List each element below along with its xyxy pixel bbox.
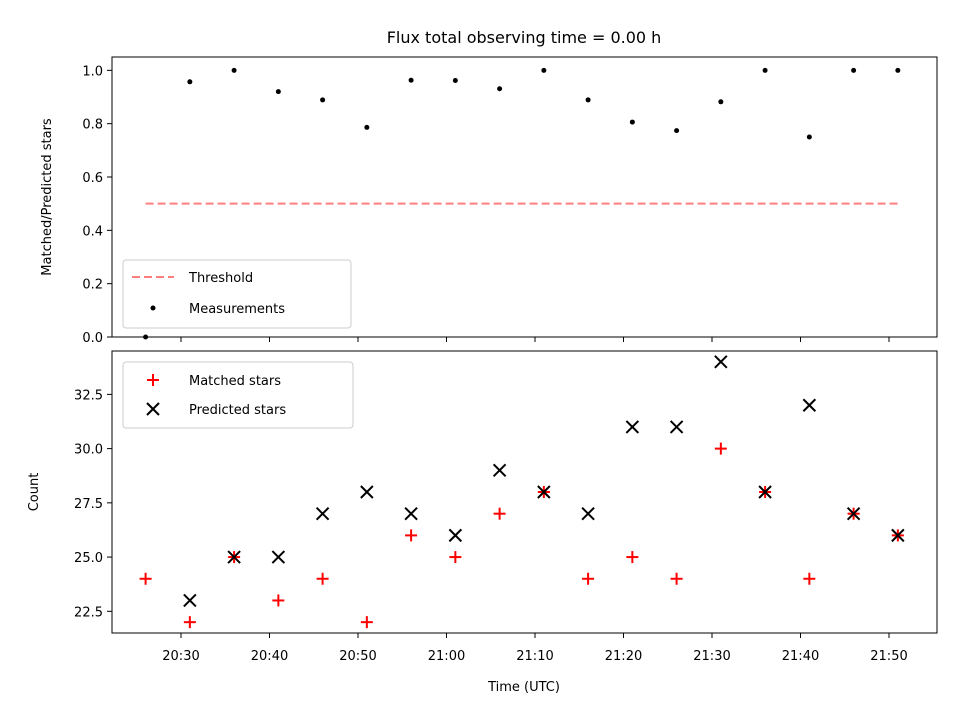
matched-star-point-3 — [272, 594, 285, 607]
measurement-point-14 — [762, 67, 768, 73]
measurement-point-12 — [674, 128, 680, 134]
measurement-point-5 — [364, 124, 370, 130]
predicted-star-point-9 — [581, 506, 595, 521]
predicted-star-point-1 — [227, 550, 241, 564]
matched-star-point-5 — [360, 616, 373, 629]
predicted-star-point-0 — [183, 593, 197, 608]
predicted-star-point-14 — [802, 398, 817, 412]
top-y-tick-label-0: 0.0 — [82, 331, 103, 346]
matched-star-point-6 — [405, 529, 418, 542]
measurement-point-9 — [541, 67, 547, 73]
measurement-point-3 — [275, 89, 281, 95]
measurement-point-10 — [585, 97, 591, 103]
top-plot-frame — [111, 56, 938, 338]
top-y-tick-label-1: 0.2 — [82, 278, 103, 293]
bottom-y-tick-label-4: 32.5 — [74, 388, 103, 403]
matched-star-point-13 — [714, 442, 727, 455]
measurement-point-15 — [806, 134, 812, 140]
bottom-y-axis: 22.5 25.0 27.5 30.0 32.5 — [74, 388, 112, 620]
predicted-star-point-13 — [758, 485, 772, 499]
bottom-x-tick-label-5: 21:20 — [605, 649, 642, 664]
predicted-star-point-10 — [625, 420, 640, 434]
measurement-point-4 — [320, 97, 326, 103]
top-y-tick-label-2: 0.4 — [82, 224, 103, 239]
measurement-point-1 — [187, 79, 193, 85]
matched-star-point-15 — [803, 572, 816, 585]
top-y-tick-label-3: 0.6 — [82, 171, 103, 186]
bottom-y-tick-label-0: 22.5 — [74, 605, 103, 620]
bottom-y-tick-label-3: 30.0 — [74, 443, 103, 458]
matched-star-point-0 — [139, 572, 152, 585]
bottom-legend-box — [122, 361, 354, 429]
bottom-x-tick-label-0: 20:30 — [162, 649, 199, 664]
matched-star-point-12 — [670, 572, 683, 585]
matched-star-point-4 — [316, 572, 329, 585]
bottom-x-tick-label-4: 21:10 — [516, 649, 553, 664]
predicted-star-point-7 — [492, 463, 507, 478]
bottom-x-axis-label: Time (UTC) — [487, 680, 560, 695]
top-y-axis: 0.0 0.2 0.4 0.6 0.8 1.0 — [82, 64, 112, 346]
predicted-star-point-3 — [315, 506, 330, 521]
legend-threshold-label: Threshold — [188, 271, 253, 286]
predicted-star-point-16 — [891, 528, 905, 543]
measurement-point-6 — [408, 77, 414, 83]
top-x-tick-marks — [180, 337, 890, 342]
predicted-star-point-12 — [714, 355, 728, 369]
bottom-plot-frame — [111, 350, 938, 634]
top-legend-box — [122, 259, 352, 329]
predicted-star-point-2 — [271, 550, 286, 564]
matched-star-point-1 — [183, 616, 196, 629]
measurement-point-8 — [497, 86, 503, 92]
bottom-y-tick-label-1: 25.0 — [74, 551, 103, 566]
legend-predicted-label: Predicted stars — [189, 403, 286, 418]
matched-star-point-8 — [493, 507, 506, 520]
bottom-y-tick-label-2: 27.5 — [74, 497, 103, 512]
measurement-point-16 — [851, 67, 857, 73]
legend-measurements-label: Measurements — [189, 302, 285, 317]
bottom-x-tick-label-8: 21:50 — [870, 649, 907, 664]
matched-star-point-10 — [582, 572, 595, 585]
matched-star-point-7 — [449, 551, 462, 564]
matched-star-point-11 — [626, 551, 639, 564]
legend-measurements-swatch — [150, 305, 156, 311]
predicted-star-point-5 — [404, 506, 418, 521]
bottom-x-tick-label-6: 21:30 — [693, 649, 730, 664]
bottom-x-axis: 20:30 20:40 20:50 21:00 21:10 21:20 21:30 21:40… — [162, 633, 908, 664]
bottom-x-tick-label-7: 21:40 — [782, 649, 819, 664]
top-panel: 0.0 0.2 0.4 0.6 0.8 1.0 Matched/Predicted sta… — [40, 56, 938, 346]
measurement-point-17 — [895, 67, 901, 73]
bottom-legend: Matched stars Predicted stars — [122, 361, 354, 429]
bottom-x-tick-label-3: 21:00 — [428, 649, 465, 664]
legend-matched-swatch — [147, 374, 159, 386]
measurement-point-13 — [718, 99, 724, 105]
bottom-panel: 22.5 25.0 27.5 30.0 32.5 20:30 20:40 20:50 21:0… — [27, 350, 938, 695]
bottom-y-axis-label: Count — [27, 473, 42, 512]
chart-title: Flux total observing time = 0.00 h — [387, 28, 662, 47]
measurement-point-11 — [629, 119, 635, 125]
predicted-star-point-11 — [669, 420, 684, 434]
predicted-star-point-8 — [537, 485, 551, 499]
top-y-axis-label: Matched/Predicted stars — [40, 118, 55, 276]
bottom-x-tick-label-1: 20:40 — [251, 649, 288, 664]
measurement-point-2 — [231, 67, 237, 73]
predicted-star-point-15 — [846, 506, 861, 521]
bottom-x-tick-label-2: 20:50 — [339, 649, 376, 664]
top-y-tick-label-5: 1.0 — [82, 64, 103, 79]
measurement-point-7 — [452, 77, 458, 83]
legend-matched-label: Matched stars — [189, 374, 281, 389]
predicted-star-point-6 — [448, 528, 463, 543]
predicted-star-point-4 — [360, 485, 374, 499]
top-legend: Threshold Measurements — [122, 259, 352, 329]
legend-predicted-swatch — [146, 402, 160, 416]
top-y-tick-label-4: 0.8 — [82, 118, 103, 133]
